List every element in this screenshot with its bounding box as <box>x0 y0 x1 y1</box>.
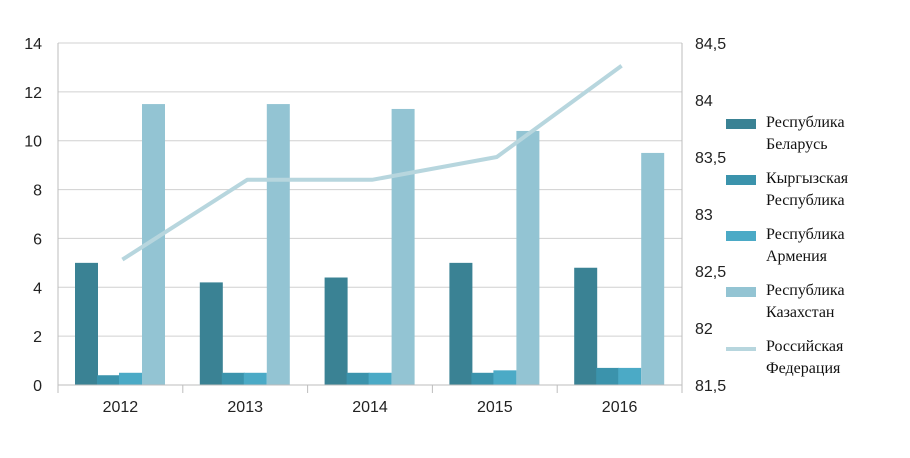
bar <box>368 372 392 385</box>
x-tick-label: 2015 <box>477 399 513 416</box>
legend-label-kyrgyzstan: Кыргызская Республика <box>766 170 849 209</box>
y-tick-label: 0 <box>33 378 42 395</box>
y2-tick-label: 84,5 <box>695 36 726 53</box>
legend-label-russia: Российская Федерация <box>766 338 844 377</box>
bar <box>471 372 495 385</box>
bar <box>75 262 98 385</box>
legend-item-belarus: Республика Беларусь <box>726 112 906 168</box>
bar <box>346 372 370 385</box>
legend-item-kazakhstan: Республика Казахстан <box>726 280 906 336</box>
x-tick-label: 2016 <box>602 399 638 416</box>
x-tick-label: 2012 <box>103 399 139 416</box>
y-tick-label: 12 <box>24 85 42 102</box>
bar <box>596 367 620 385</box>
x-tick-label: 2014 <box>352 399 388 416</box>
legend-swatch-armenia <box>726 231 756 241</box>
bar <box>449 262 473 385</box>
legend-item-russia: Российская Федерация <box>726 336 906 392</box>
bar <box>266 104 290 386</box>
bar <box>618 367 642 385</box>
y-tick-label: 2 <box>33 329 42 346</box>
axes <box>57 43 683 393</box>
bar <box>243 372 267 385</box>
line-series <box>121 64 623 262</box>
legend-swatch-belarus <box>726 119 756 129</box>
bar <box>142 104 165 386</box>
y2-tick-label: 83 <box>695 207 713 224</box>
legend-swatch-kazakhstan <box>726 287 756 297</box>
y2-tick-label: 83,5 <box>695 150 726 167</box>
legend-item-armenia: Республика Армения <box>726 224 906 280</box>
y2-tick-label: 82,5 <box>695 264 726 281</box>
bars <box>75 104 665 386</box>
legend-swatch-kyrgyzstan <box>726 175 756 185</box>
bar <box>391 108 415 385</box>
bar <box>221 372 245 385</box>
bar <box>493 370 517 385</box>
legend: Республика Беларусь Кыргызская Республик… <box>726 112 906 392</box>
bar <box>199 282 223 385</box>
line-russia <box>121 64 623 262</box>
bar <box>97 375 120 385</box>
legend-label-belarus: Республика Беларусь <box>766 114 845 153</box>
bar <box>641 152 665 385</box>
bar <box>574 267 598 385</box>
y2-tick-label: 84 <box>695 93 713 110</box>
legend-item-kyrgyzstan: Кыргызская Республика <box>726 168 906 224</box>
y2-tick-label: 81,5 <box>695 378 726 395</box>
y-tick-label: 10 <box>24 134 42 151</box>
bar <box>516 130 540 385</box>
bar <box>324 277 348 385</box>
bar <box>119 372 142 385</box>
legend-label-armenia: Республика Армения <box>766 226 845 265</box>
y-tick-label: 6 <box>33 231 42 248</box>
tick-labels: 0 2 4 6 8 10 12 14 81,5 82 82,5 83 83,5 84 84,5 2012 201… <box>24 36 726 416</box>
legend-label-kazakhstan: Республика Казахстан <box>766 282 845 321</box>
y-tick-label: 14 <box>24 36 42 53</box>
y-tick-label: 4 <box>33 280 42 297</box>
legend-swatch-russia <box>726 347 756 351</box>
y-tick-label: 8 <box>33 183 42 200</box>
y2-tick-label: 82 <box>695 321 713 338</box>
x-tick-label: 2013 <box>227 399 263 416</box>
